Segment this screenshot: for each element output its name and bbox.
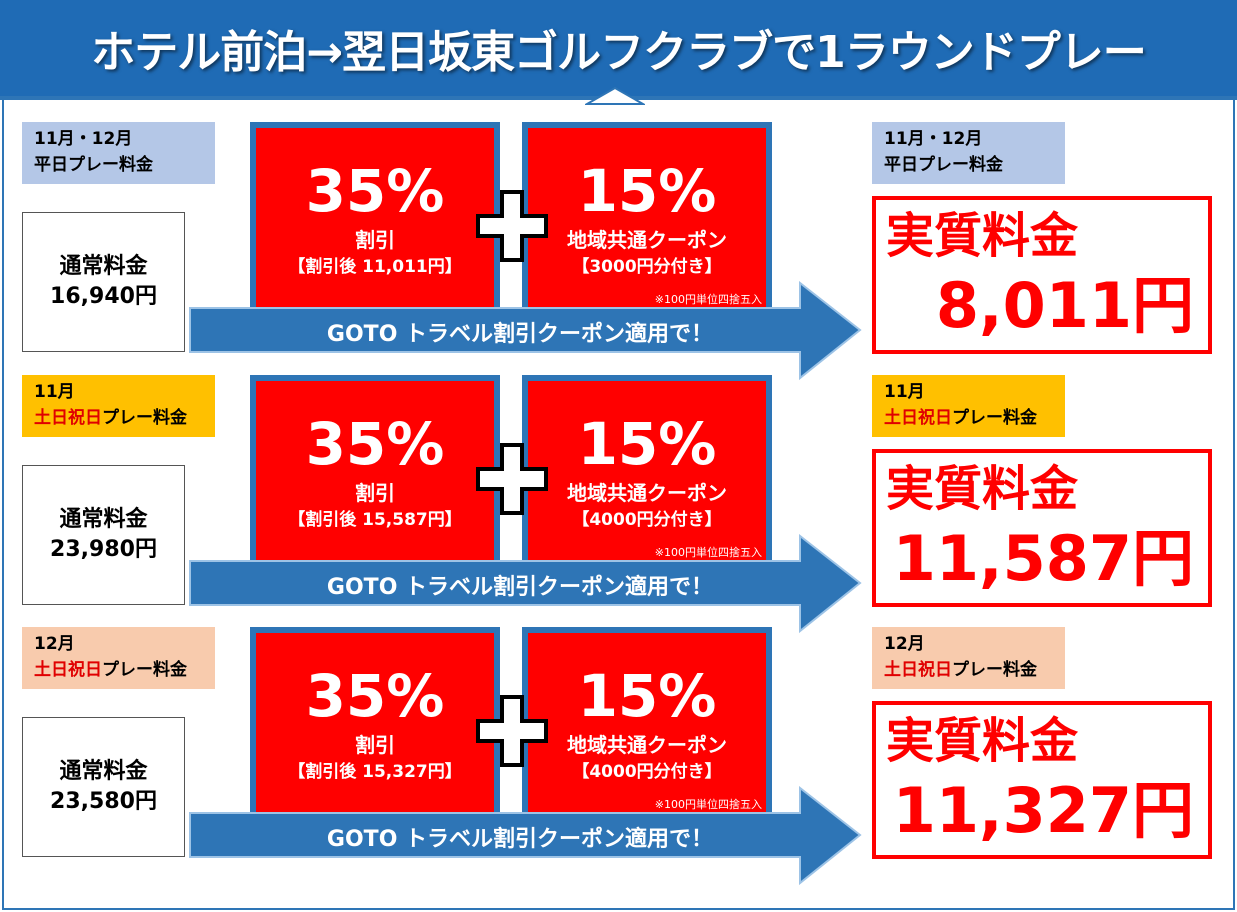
arrow [189, 281, 862, 381]
result-label: 実質料金 [886, 460, 1079, 517]
coupon-rate: 15% [577, 662, 717, 730]
period-label: 11月土日祝日プレー料金 [22, 374, 215, 437]
plus-sign [476, 442, 548, 515]
day-span: 土日祝日 [884, 407, 952, 428]
normal-label: 通常料金 [59, 506, 148, 532]
period: 12月 [34, 634, 75, 654]
normal-label: 通常料金 [59, 254, 148, 279]
normal-price: 23,580円 [50, 789, 157, 814]
result-box: 実質料金 8,011円 [872, 196, 1212, 354]
coupon-rate: 15% [577, 157, 717, 225]
result-box: 実質料金 11,587円 [872, 448, 1212, 607]
title: ホテル前泊→翌日坂東ゴルフクラブで1ラウンドプレー [91, 27, 1146, 78]
normal-price: 23,980円 [50, 536, 157, 562]
day-type: 土日祝日プレー料金 [884, 657, 1053, 683]
day-span: 土日祝日 [34, 660, 102, 680]
discount-detail: 【割引後 15,327円】 [288, 762, 462, 782]
result-label: 実質料金 [886, 713, 1079, 769]
day-type: 土日祝日プレー料金 [884, 405, 1053, 431]
normal-label: 通常料金 [59, 759, 148, 784]
normal-price: 16,940円 [50, 284, 157, 309]
result-price: 11,327円 [892, 774, 1194, 847]
period: 12月 [884, 634, 925, 654]
normal-price-box: 通常料金 23,980円 [22, 464, 185, 605]
coupon-detail: 【4000円分付き】 [572, 762, 722, 782]
discount-rate: 35% [305, 409, 445, 478]
normal-price-box: 通常料金 16,940円 [22, 212, 185, 352]
discount-box: 35% 割引【割引後 11,011円】 [250, 122, 500, 307]
day-type: 平日プレー料金 [884, 152, 1053, 178]
arrow [189, 533, 862, 633]
coupon-detail: 【4000円分付き】 [572, 509, 722, 530]
coupon-box: 15% 地域共通クーポン【3000円分付き】 ※100円単位四捨五入 [522, 122, 772, 307]
coupon-rate: 15% [577, 409, 717, 478]
discount-label: 割引 [355, 228, 395, 252]
coupon-note: ※100円単位四捨五入 [654, 798, 762, 811]
day-span: プレー料金 [952, 660, 1037, 680]
discount-rate: 35% [305, 157, 445, 225]
day-span: 土日祝日 [34, 407, 102, 428]
period-label: 11月・12月 平日プレー料金 [872, 122, 1065, 184]
coupon-label: 地域共通クーポン [567, 480, 727, 505]
period: 11月・12月 [884, 129, 983, 149]
day-span: 平日プレー料金 [884, 155, 1003, 175]
discount-rate: 35% [305, 662, 445, 730]
plus-sign [476, 695, 548, 767]
period-label: 11月土日祝日プレー料金 [872, 374, 1065, 437]
result-price: 11,587円 [892, 521, 1194, 595]
normal-price-box: 通常料金 23,580円 [22, 717, 185, 857]
discount-detail: 【割引後 11,011円】 [288, 257, 462, 277]
period: 11月 [34, 381, 75, 402]
coupon-detail: 【3000円分付き】 [572, 257, 722, 277]
discount-box: 35% 割引【割引後 15,587円】 [250, 374, 500, 560]
notch [585, 86, 645, 105]
day-type: 土日祝日プレー料金 [34, 405, 203, 431]
coupon-box: 15% 地域共通クーポン【4000円分付き】 ※100円単位四捨五入 [522, 374, 772, 560]
discount-label: 割引 [355, 480, 395, 505]
period-label: 12月土日祝日プレー料金 [872, 627, 1065, 689]
day-span: プレー料金 [102, 407, 187, 428]
arrow-text: GOTO トラベル割引クーポン適用で！ [326, 827, 714, 852]
day-type: 平日プレー料金 [34, 152, 203, 178]
coupon-label: 地域共通クーポン [567, 733, 727, 757]
day-span: 平日プレー料金 [34, 155, 153, 175]
discount-detail: 【割引後 15,587円】 [288, 509, 462, 530]
period: 11月 [884, 381, 925, 402]
day-span: 土日祝日 [884, 660, 952, 680]
discount-label: 割引 [355, 733, 395, 757]
day-type: 土日祝日プレー料金 [34, 657, 203, 683]
day-span: プレー料金 [952, 407, 1037, 428]
arrow-text: GOTO トラベル割引クーポン適用で！ [326, 322, 714, 347]
discount-box: 35% 割引【割引後 15,327円】 [250, 627, 500, 812]
coupon-label: 地域共通クーポン [567, 228, 727, 252]
period: 11月・12月 [34, 129, 133, 149]
arrow [189, 786, 862, 886]
plus-sign [476, 190, 548, 262]
period-label: 12月土日祝日プレー料金 [22, 627, 215, 689]
result-price: 8,011円 [935, 269, 1194, 342]
coupon-box: 15% 地域共通クーポン【4000円分付き】 ※100円単位四捨五入 [522, 627, 772, 812]
coupon-note: ※100円単位四捨五入 [654, 545, 762, 559]
result-box: 実質料金 11,327円 [872, 701, 1212, 859]
day-span: プレー料金 [102, 660, 187, 680]
arrow-text: GOTO トラベル割引クーポン適用で！ [326, 574, 714, 600]
coupon-note: ※100円単位四捨五入 [654, 293, 762, 306]
result-label: 実質料金 [886, 208, 1079, 264]
period-label: 11月・12月 平日プレー料金 [22, 122, 215, 184]
